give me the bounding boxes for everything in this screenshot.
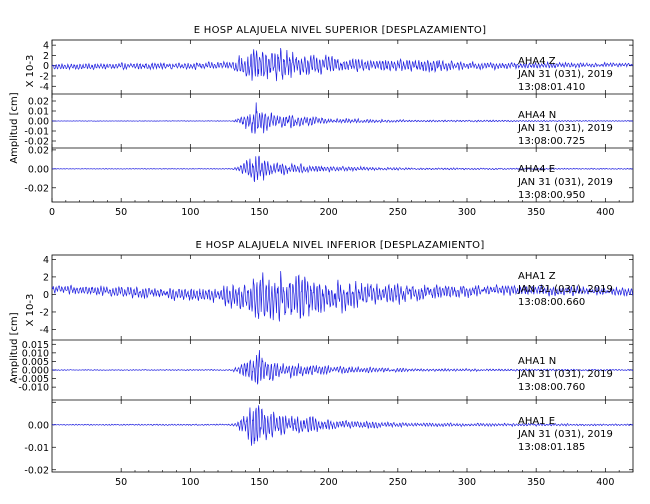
x-tick-label: 200 — [320, 477, 338, 488]
y-tick-label: 4 — [43, 255, 49, 266]
x-tick-label: 200 — [320, 207, 338, 218]
x-tick-label: 50 — [115, 207, 127, 218]
x-tick-label: 300 — [458, 477, 476, 488]
trace-aha1-e — [51, 405, 634, 446]
x-tick-label: 400 — [596, 207, 614, 218]
time-label: 13:08:01.185 — [518, 442, 585, 453]
chart-title-superior: E HOSP ALAJUELA NIVEL SUPERIOR [DESPLAZA… — [194, 25, 487, 36]
y-tick-label: -0.02 — [24, 137, 49, 148]
y-tick-label: -4 — [40, 325, 49, 336]
time-label: 13:08:00.660 — [518, 297, 585, 308]
date-label: JAN 31 (031), 2019 — [517, 284, 613, 295]
trace-aha1-n — [51, 349, 634, 385]
y-tick-label: -0.02 — [24, 465, 49, 476]
x-tick-label: 350 — [527, 477, 545, 488]
x-tick-label: 0 — [49, 207, 55, 218]
x-tick-label: 100 — [181, 477, 199, 488]
y-tick-label: -0.01 — [24, 443, 49, 454]
time-label: 13:08:00.950 — [518, 190, 585, 201]
x-tick-label: 150 — [250, 477, 268, 488]
trace-aha1-z — [51, 271, 634, 322]
y-tick-label: 4 — [43, 41, 49, 52]
station-label: AHA4 Z — [518, 56, 556, 67]
x-tick-label: 300 — [458, 207, 476, 218]
y-tick-label: -0.02 — [24, 183, 49, 194]
y-tick-label: 2 — [43, 51, 49, 62]
y-tick-label: -4 — [40, 82, 49, 93]
y-tick-label: 0.02 — [28, 97, 49, 108]
date-label: JAN 31 (031), 2019 — [517, 369, 613, 380]
y-tick-label: 0.015 — [22, 340, 49, 351]
date-label: JAN 31 (031), 2019 — [517, 177, 613, 188]
time-label: 13:08:00.725 — [518, 136, 585, 147]
scale-label-inferior: X 10-3 — [25, 294, 36, 327]
time-label: 13:08:00.760 — [518, 382, 585, 393]
station-label: AHA4 E — [518, 164, 555, 175]
y-tick-label: 0.000 — [22, 366, 49, 377]
y-tick-label: 0.00 — [28, 164, 49, 175]
y-tick-label: 0 — [43, 61, 49, 72]
y-tick-label: 0.005 — [22, 357, 49, 368]
x-tick-label: 50 — [115, 477, 127, 488]
y-tick-label: -0.010 — [18, 383, 49, 394]
x-tick-label: 100 — [181, 207, 199, 218]
scale-label-superior: X 10-3 — [25, 55, 36, 88]
x-tick-label: 350 — [527, 207, 545, 218]
y-tick-label: -0.01 — [24, 127, 49, 138]
trace-aha4-e — [51, 155, 634, 182]
x-tick-label: 250 — [389, 207, 407, 218]
y-tick-label: 2 — [43, 272, 49, 283]
y-tick-label: -2 — [40, 72, 49, 83]
station-label: AHA1 Z — [518, 271, 556, 282]
y-axis-label-inferior: Amplitud [cm] — [9, 312, 20, 383]
y-tick-label: -2 — [40, 307, 49, 318]
date-label: JAN 31 (031), 2019 — [517, 69, 613, 80]
y-tick-label: 0 — [43, 290, 49, 301]
trace-aha4-z — [51, 48, 634, 82]
y-tick-label: 0.00 — [28, 117, 49, 128]
y-tick-label: 0.01 — [28, 107, 49, 118]
x-tick-label: 150 — [250, 207, 268, 218]
station-label: AHA4 N — [518, 110, 556, 121]
chart-title-inferior: E HOSP ALAJUELA NIVEL INFERIOR [DESPLAZA… — [195, 240, 484, 251]
date-label: JAN 31 (031), 2019 — [517, 123, 613, 134]
x-tick-label: 250 — [389, 477, 407, 488]
trace-aha4-n — [51, 102, 634, 134]
x-tick-label: 400 — [596, 477, 614, 488]
y-tick-label: 0.00 — [28, 420, 49, 431]
y-tick-label: 0.02 — [28, 145, 49, 156]
y-axis-label-superior: Amplitud [cm] — [9, 92, 20, 163]
time-label: 13:08:01.410 — [518, 82, 585, 93]
station-label: AHA1 E — [518, 416, 555, 427]
date-label: JAN 31 (031), 2019 — [517, 429, 613, 440]
y-tick-label: 0.010 — [22, 348, 49, 359]
y-tick-label: -0.005 — [18, 374, 49, 385]
station-label: AHA1 N — [518, 356, 556, 367]
